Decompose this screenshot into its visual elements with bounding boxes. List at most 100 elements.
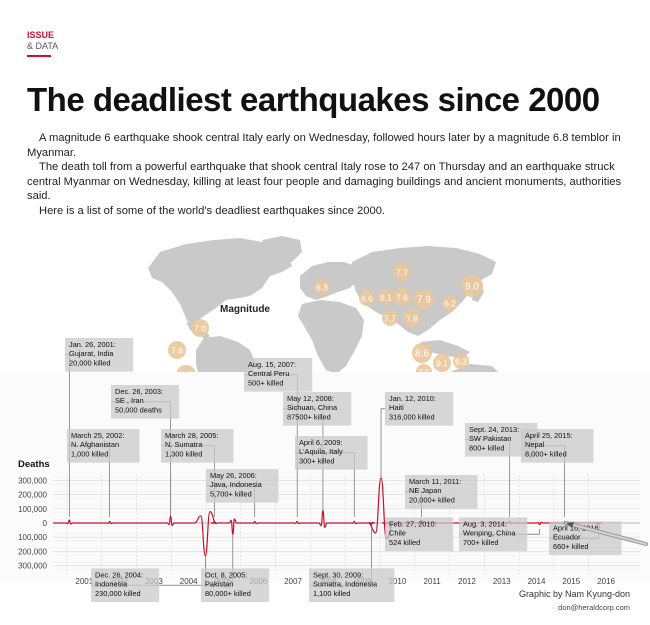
magnitude-bubble-circle [382,310,398,326]
magnitude-bubble: 7.6 [393,288,411,306]
magnitude-bubble-label: 6.3 [455,357,467,367]
event-callout-text: Dec. 26, 2003: [115,387,163,396]
magnitude-bubble-label: 7.8 [171,346,183,356]
event-callout-box [309,568,395,602]
event-callout-text: Sumatra, Indonesia [313,580,378,589]
event-callout-text: 660+ killed [553,542,589,551]
event-callout-text: Gujarat, India [69,349,114,358]
map-magnitude-label: Magnitude [220,304,270,315]
magnitude-bubble-label: 8.6 [415,349,429,360]
event-callout-text: April 6, 2009: [299,438,343,447]
magnitude-bubble-label: 7.7 [396,268,408,278]
event-callout-text: Central Peru [248,369,290,378]
x-tick-label: 2004 [180,577,198,586]
y-tick-label: 0 [43,519,48,528]
event-callout-box [111,385,180,419]
event-callout-text: 20,000 killed [69,358,111,367]
event-callout-box [385,517,454,551]
magnitude-bubble-label: 6.6 [361,294,373,304]
magnitude-bubble-circle [461,275,483,297]
event-callout-box [65,338,134,372]
event-callout-text: March 11, 2011: [409,477,461,486]
event-callout-text: 800+ killed [469,443,505,452]
event-callout-text: 8,000+ killed [525,449,567,458]
magnitude-bubble-circle [403,309,421,327]
magnitude-bubble-label: 7.9 [417,295,431,306]
badge-rule [27,55,51,57]
event-callout-box [67,429,140,463]
magnitude-bubble: 7.9 [414,289,434,309]
event-callout-text: 1,300 killed [165,449,202,458]
pen-illustration [564,521,648,546]
event-callout-text: Jan. 12, 2010: [389,394,436,403]
magnitude-bubble: 7.7 [393,263,411,281]
map-se-asia [420,340,470,358]
x-tick-label: 2015 [562,577,580,586]
page-title: The deadliest earthquakes since 2000 [27,81,600,118]
magnitude-bubble: 7.0 [191,319,209,337]
magnitude-bubble-circle [433,354,451,372]
event-callout-text: Oct. 8, 2005: [205,570,247,579]
magnitude-bubble-label: 9.0 [465,282,479,293]
event-callout-text: L'Aquila, Italy [299,447,343,456]
intro-paragraph-3: Here is a list of some of the world's de… [39,204,386,217]
magnitude-bubble-label: 7.6 [396,293,408,303]
event-callout-text: N. Afghanistan [71,440,119,449]
x-tick-label: 2013 [493,577,511,586]
event-callout-box [283,392,352,426]
x-tick-label: 2012 [458,577,476,586]
credit-author: Graphic by Nam Kyung-don [518,589,630,599]
event-callout-text: SW Pakistan [469,434,511,443]
event-callout-text: Aug. 3, 2014: [463,519,507,528]
event-callout-text: Wenping, China [463,529,516,538]
intro-paragraph-1: A magnitude 6 earthquake shook central I… [27,132,621,159]
event-callout-box [405,475,478,509]
event-callout-text: March 25, 2002: [71,431,124,440]
x-tick-label: 2010 [388,577,406,586]
section-badge-line1: ISSUE [27,30,55,40]
magnitude-bubble-label: 9.1 [436,359,448,369]
event-callout-box [521,429,594,463]
event-callout-text: Sichuan, China [287,403,338,412]
magnitude-bubble: 6.1 [378,289,394,305]
event-callout-text: Sept. 24, 2013: [469,425,519,434]
deaths-line [52,477,603,557]
y-tick-labels: 300,000 200,000 100,000 0 100,000 200,000 300,… [18,476,47,570]
magnitude-bubble-label: 6.2 [444,299,456,309]
event-callout-box [201,568,270,602]
y-tick-label: 300,000 [18,476,47,485]
event-callout-text: Sept. 30, 2009: [313,570,363,579]
magnitude-bubble: 6.2 [442,295,458,311]
intro-paragraph-2: The death toll from a powerful earthquak… [27,161,622,203]
x-tick-label: 2007 [284,577,302,586]
event-callout-text: Nepal [525,440,545,449]
event-callout-text: May 12, 2008: [287,394,334,403]
event-callout-text: Java, Indonesia [210,480,263,489]
event-callout-text: 230,000 killed [95,589,141,598]
magnitude-bubble-circle [453,353,469,369]
y-tick-label: 200,000 [18,491,47,500]
magnitude-bubble-circle [378,289,394,305]
map-europe [300,262,360,300]
event-callout-text: Ecuador [553,533,581,542]
magnitude-bubble-label: 7.7 [384,314,396,324]
magnitude-bubble-circle [359,290,375,306]
magnitude-bubble-label: 6.1 [380,293,392,303]
deaths-chart: Deaths 300,000 200,000 100,000 0 100,000 200,… [0,338,650,602]
magnitude-bubble-label: 7.0 [194,324,206,334]
credit: Graphic by Nam Kyung-don don@heraldcorp.… [519,588,630,614]
leader-line [380,408,385,479]
event-callout-text: 300+ killed [299,456,335,465]
magnitude-bubble: 9.0 [461,275,483,297]
y-tick-label: 300,000 [18,562,47,571]
y-tick-label: 100,000 [18,505,47,514]
